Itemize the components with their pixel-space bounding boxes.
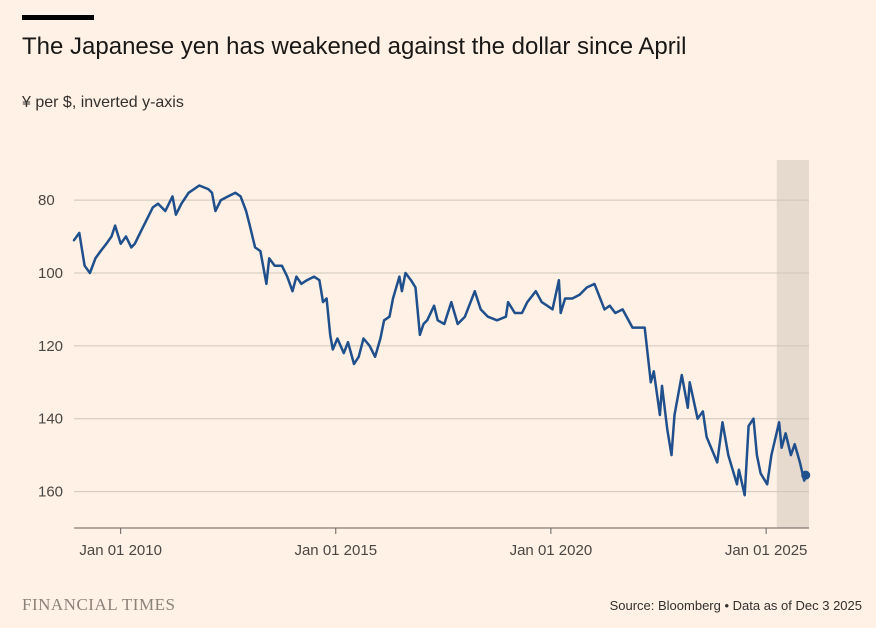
axis-layer: 80 100 120 140 160 Jan 01 2010 Jan 01 2015 Jan … bbox=[38, 192, 809, 559]
y-tick-label: 140 bbox=[38, 411, 63, 428]
chart-title: The Japanese yen has weakened against th… bbox=[22, 33, 687, 60]
x-tick-label: Jan 01 2025 bbox=[725, 542, 808, 559]
source-note: Source: Bloomberg • Data as of Dec 3 202… bbox=[609, 598, 862, 613]
y-tick-label: 100 bbox=[38, 265, 63, 282]
y-tick-label: 120 bbox=[38, 338, 63, 355]
x-tick-label: Jan 01 2010 bbox=[79, 542, 162, 559]
y-tick-label: 80 bbox=[38, 192, 55, 209]
accent-bar bbox=[22, 15, 94, 20]
x-tick-label: Jan 01 2015 bbox=[294, 542, 377, 559]
chart-subtitle: ¥ per $, inverted y-axis bbox=[22, 94, 184, 111]
y-tick-label: 160 bbox=[38, 484, 63, 501]
highlight-layer bbox=[776, 160, 809, 528]
x-tick-label: Jan 01 2020 bbox=[510, 542, 593, 559]
end-point-marker bbox=[801, 470, 811, 480]
series-layer bbox=[72, 184, 811, 497]
series-line bbox=[72, 184, 807, 497]
grid-layer bbox=[74, 199, 809, 493]
brand-logo: FINANCIAL TIMES bbox=[22, 595, 176, 614]
highlight-band bbox=[776, 160, 809, 528]
